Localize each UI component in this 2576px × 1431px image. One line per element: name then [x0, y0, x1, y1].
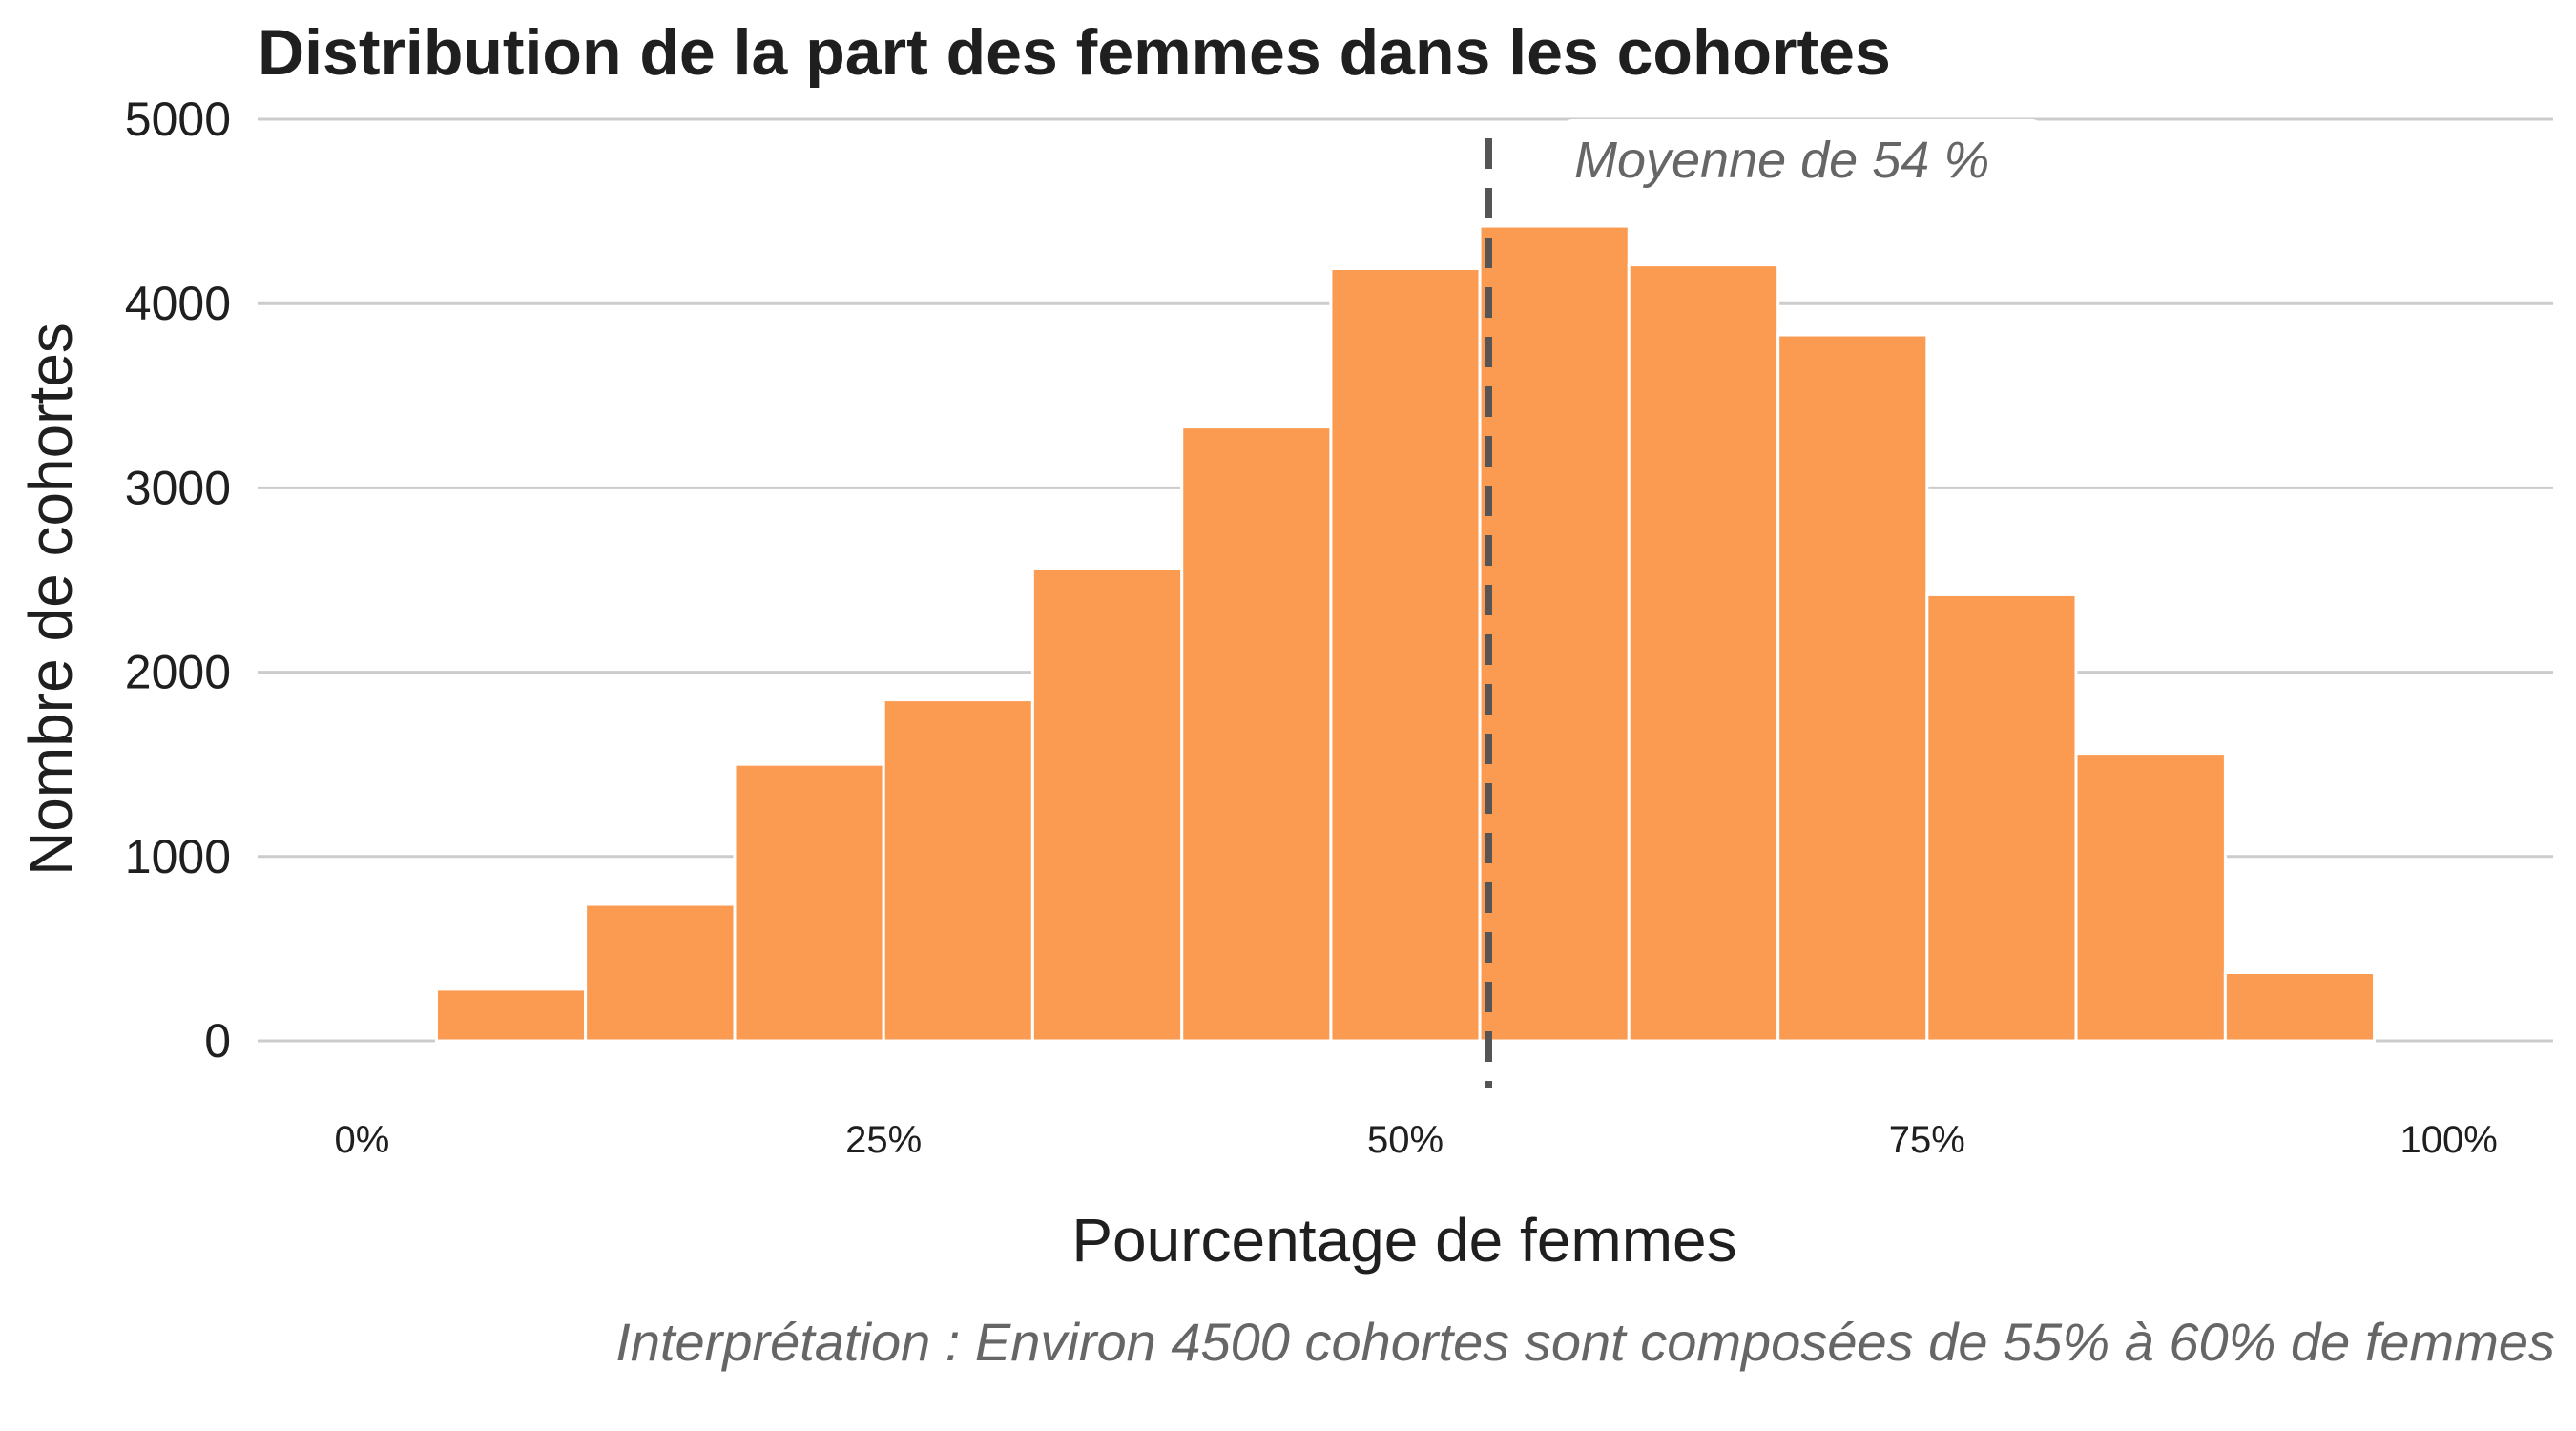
histogram-bars [434, 224, 2377, 1043]
histogram-bar-13 [2223, 971, 2377, 1043]
y-axis-label: Nombre de cohortes [16, 322, 85, 876]
y-tick-label: 4000 [125, 277, 231, 330]
histogram-bar-8 [1478, 224, 1631, 1043]
histogram-bar-5 [1030, 567, 1184, 1043]
x-tick-label: 100% [2399, 1119, 2497, 1161]
histogram-bar-1 [434, 987, 588, 1043]
mean-label-background [1563, 119, 2042, 197]
histogram-bar-7 [1329, 266, 1482, 1043]
x-tick-label: 75% [1889, 1119, 1965, 1161]
histogram-bar-3 [733, 762, 885, 1043]
mean-annotation: Moyenne de 54 % [1485, 119, 2042, 1088]
histogram-bar-9 [1627, 263, 1780, 1043]
y-tick-label: 3000 [125, 461, 231, 514]
x-tick-label: 0% [334, 1119, 389, 1161]
y-tick-label: 1000 [125, 830, 231, 883]
x-tick-label: 50% [1367, 1119, 1444, 1161]
chart-title: Distribution de la part des femmes dans … [258, 16, 1891, 89]
y-tick-label: 5000 [125, 93, 231, 146]
histogram-bar-11 [1925, 592, 2078, 1043]
x-axis-label: Pourcentage de femmes [1071, 1206, 1736, 1275]
y-tick-label: 2000 [125, 646, 231, 699]
chart-caption: Interprétation : Environ 4500 cohortes s… [615, 1312, 2555, 1372]
histogram-bar-2 [584, 902, 737, 1043]
histogram-bar-12 [2074, 752, 2227, 1043]
x-tick-label: 25% [845, 1119, 922, 1161]
y-tick-label: 0 [204, 1014, 231, 1068]
histogram-bar-10 [1776, 333, 1929, 1043]
histogram-bar-6 [1180, 425, 1333, 1043]
y-axis-ticks: 0 1000 2000 3000 4000 5000 [125, 93, 231, 1068]
mean-label: Moyenne de 54 % [1574, 132, 1989, 189]
x-axis-ticks: 0% 25% 50% 75% 100% [334, 1119, 2497, 1161]
histogram-bar-4 [882, 698, 1034, 1043]
